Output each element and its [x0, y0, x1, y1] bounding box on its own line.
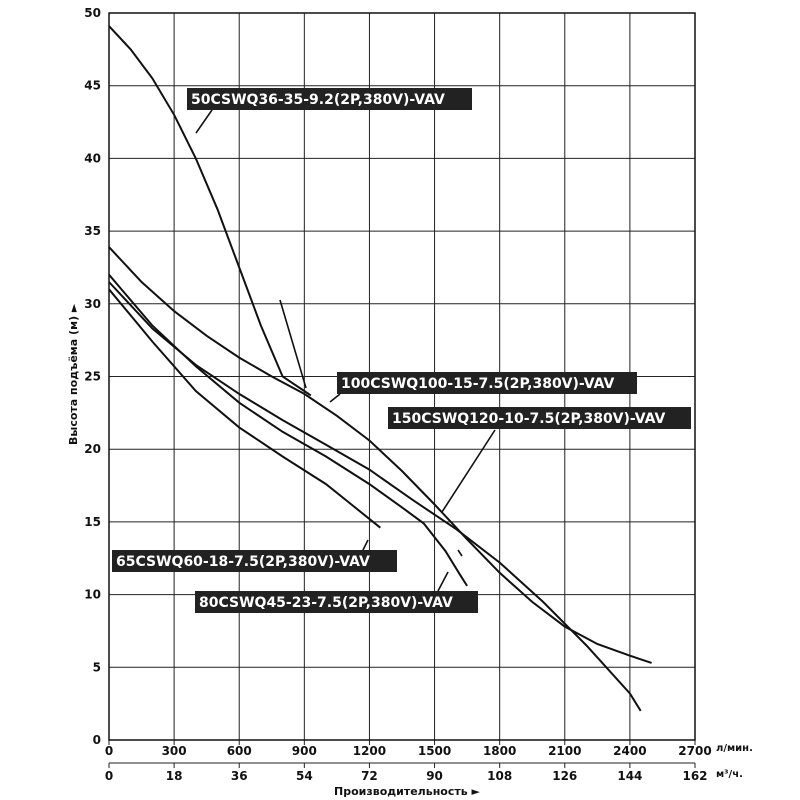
series-label-text: 150CSWQ120-10-7.5(2P,380V)-VAV — [392, 411, 665, 427]
x2-tick-label: 144 — [617, 769, 642, 783]
label-leader-line — [441, 429, 496, 513]
y-tick-label: 45 — [84, 79, 101, 93]
x-tick-label: 900 — [292, 744, 317, 758]
series-label-text: 100CSWQ100-15-7.5(2P,380V)-VAV — [341, 376, 614, 392]
x2-tick-label: 126 — [552, 769, 577, 783]
x-tick-label: 1800 — [483, 744, 516, 758]
label-leader-line — [457, 549, 463, 557]
series-label-50cswq36: 50CSWQ36-35-9.2(2P,380V)-VAV — [187, 88, 472, 110]
series-line — [108, 25, 312, 397]
y-tick-label: 30 — [84, 297, 101, 311]
series-label-80cswq45: 80CSWQ45-23-7.5(2P,380V)-VAV — [195, 591, 478, 613]
x2-tick-label: 162 — [682, 769, 707, 783]
series-line — [108, 274, 468, 587]
label-leader-line — [437, 571, 449, 592]
y-tick-label: 50 — [84, 6, 101, 20]
series-label-100cswq100: 100CSWQ100-15-7.5(2P,380V)-VAV — [337, 372, 637, 394]
y-tick-label: 0 — [93, 733, 101, 747]
y-tick-label: 25 — [84, 370, 101, 384]
series-label-text: 50CSWQ36-35-9.2(2P,380V)-VAV — [191, 92, 445, 108]
x2-tick-label: 18 — [166, 769, 183, 783]
x-unit-secondary: м³/ч. — [716, 769, 743, 780]
x-axis-title: Производительность ► — [334, 785, 481, 798]
label-leader-line — [195, 109, 213, 134]
y-tick-label: 20 — [84, 442, 101, 456]
x-tick-label: 2400 — [613, 744, 646, 758]
x-tick-label: 1500 — [418, 744, 451, 758]
leaders — [195, 109, 496, 592]
x-tick-label: 300 — [162, 744, 187, 758]
x-tick-label: 2100 — [548, 744, 581, 758]
y-tick-label: 10 — [84, 588, 101, 602]
x2-tick-label: 108 — [487, 769, 512, 783]
x-tick-label: 1200 — [353, 744, 386, 758]
x2-tick-label: 54 — [296, 769, 313, 783]
y-tick-label: 5 — [93, 660, 101, 674]
x2-tick-label: 72 — [361, 769, 378, 783]
y-tick-label: 35 — [84, 224, 101, 238]
y-tick-label: 15 — [84, 515, 101, 529]
y-axis-title: Высота подъёма (м) ► — [67, 303, 80, 445]
x-tick-label: 600 — [227, 744, 252, 758]
series-label-text: 65CSWQ60-18-7.5(2P,380V)-VAV — [116, 554, 370, 570]
x-tick-label: 2700 — [678, 744, 711, 758]
series-line — [108, 281, 642, 712]
label-leader-line — [329, 393, 341, 403]
x2-tick-label: 0 — [105, 769, 113, 783]
label-leader-line — [279, 299, 307, 389]
x2-tick-label: 36 — [231, 769, 248, 783]
series-label-150cswq120: 150CSWQ120-10-7.5(2P,380V)-VAV — [388, 407, 691, 429]
x2-tick-label: 90 — [426, 769, 443, 783]
y-tick-label: 40 — [84, 151, 101, 165]
series-label-text: 80CSWQ45-23-7.5(2P,380V)-VAV — [199, 595, 453, 611]
series-line — [108, 288, 381, 529]
x-tick-label: 0 — [105, 744, 113, 758]
curves — [108, 25, 652, 712]
plot-frame — [108, 12, 696, 741]
series-label-65cswq60: 65CSWQ60-18-7.5(2P,380V)-VAV — [112, 550, 397, 572]
x-unit-primary: л/мин. — [716, 743, 753, 754]
